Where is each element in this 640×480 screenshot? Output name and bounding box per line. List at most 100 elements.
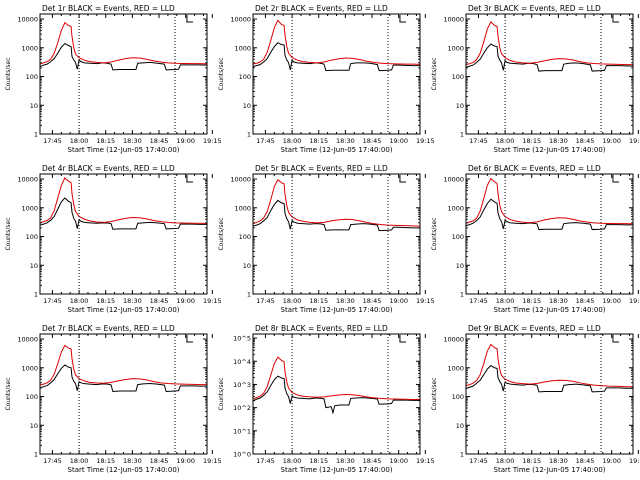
- lld-series-line: [40, 21, 207, 65]
- x-axis-label: Start Time (12-Jun-05 17:40:00): [68, 146, 180, 154]
- y-tick-label: 1000: [447, 204, 464, 212]
- corner-marker: [612, 175, 619, 183]
- x-tick-label: 18:30: [123, 457, 142, 465]
- y-tick-label: 10: [30, 102, 38, 110]
- lld-series-line: [466, 20, 633, 66]
- y-tick-label: 1: [34, 291, 38, 299]
- chart-title: Det 3r BLACK = Events, RED = LLD: [468, 4, 601, 13]
- x-tick-label: 18:00: [70, 137, 89, 145]
- corner-marker: [399, 335, 406, 343]
- y-tick-label: 100: [452, 73, 464, 81]
- y-tick-label: 1000: [21, 364, 38, 372]
- corner-marker: [186, 175, 193, 183]
- detector-panel: Det 1r BLACK = Events, RED = LLD 17:45 18:…: [0, 0, 222, 160]
- y-tick-label: 10000: [17, 336, 38, 344]
- y-tick-label: 10: [456, 102, 464, 110]
- x-tick-label: 18:15: [309, 457, 328, 465]
- x-tick-label: 18:30: [336, 457, 355, 465]
- x-tick-label: 19:00: [389, 297, 408, 305]
- x-axis-label: Start Time (12-Jun-05 17:40:00): [494, 466, 606, 474]
- x-tick-label: 19:15: [203, 137, 222, 145]
- events-series-line: [466, 198, 633, 231]
- detector-chart: Det 3r BLACK = Events, RED = LLD 17:45 18:…: [431, 4, 640, 154]
- x-tick-label: 17:45: [43, 137, 62, 145]
- x-tick-label: 18:45: [576, 137, 595, 145]
- y-tick-label: 1000: [234, 204, 251, 212]
- detector-panel: Det 6r BLACK = Events, RED = LLD 17:45 18:…: [426, 160, 640, 320]
- y-tick-label: 10000: [443, 336, 464, 344]
- x-tick-label: 19:15: [629, 457, 640, 465]
- x-axis-label: Start Time (12-Jun-05 17:40:00): [281, 146, 393, 154]
- y-tick-label: 1: [34, 451, 38, 459]
- chart-title: Det 8r BLACK = Events, RED = LLD: [255, 324, 388, 333]
- y-tick-label: 10: [30, 262, 38, 270]
- x-tick-label: 19:00: [602, 137, 621, 145]
- x-tick-label: 18:15: [96, 457, 115, 465]
- x-tick-label: 19:00: [176, 137, 195, 145]
- x-tick-label: 17:45: [43, 457, 62, 465]
- x-tick-label: 19:15: [203, 457, 222, 465]
- lld-series-line: [253, 356, 420, 400]
- x-tick-label: 18:15: [309, 297, 328, 305]
- x-tick-label: 18:15: [96, 297, 115, 305]
- detector-chart: Det 6r BLACK = Events, RED = LLD 17:45 18:…: [431, 164, 640, 314]
- y-axis-label: Counts/sec: [431, 57, 438, 90]
- x-axis-label: Start Time (12-Jun-05 17:40:00): [281, 466, 393, 474]
- detector-chart: Det 5r BLACK = Events, RED = LLD 17:45 18:…: [218, 164, 435, 314]
- x-tick-label: 19:00: [602, 457, 621, 465]
- y-tick-label: 100: [452, 233, 464, 241]
- corner-marker: [399, 15, 406, 23]
- detector-panel: Det 7r BLACK = Events, RED = LLD 17:45 18:…: [0, 320, 222, 480]
- plot-frame: [252, 13, 421, 135]
- x-tick-label: 19:15: [629, 137, 640, 145]
- x-tick-label: 18:45: [363, 457, 382, 465]
- plot-frame: [39, 333, 208, 455]
- detector-panel: Det 8r BLACK = Events, RED = LLD 17:45 18:…: [213, 320, 435, 480]
- detector-panel: Det 5r BLACK = Events, RED = LLD 17:45 18:…: [213, 160, 435, 320]
- lld-series-line: [466, 343, 633, 388]
- x-tick-label: 19:00: [176, 457, 195, 465]
- x-tick-label: 19:15: [416, 297, 435, 305]
- plot-frame: [465, 333, 634, 455]
- y-tick-label: 100: [452, 393, 464, 401]
- x-tick-label: 17:45: [256, 137, 275, 145]
- chart-title: Det 7r BLACK = Events, RED = LLD: [42, 324, 175, 333]
- chart-title: Det 2r BLACK = Events, RED = LLD: [255, 4, 388, 13]
- x-tick-label: 19:00: [176, 297, 195, 305]
- x-tick-label: 18:15: [309, 137, 328, 145]
- x-axis-label: Start Time (12-Jun-05 17:40:00): [68, 306, 180, 314]
- y-axis-label: Counts/sec: [5, 57, 12, 90]
- x-tick-label: 18:00: [283, 457, 302, 465]
- x-tick-label: 18:45: [363, 297, 382, 305]
- x-tick-label: 18:45: [150, 457, 169, 465]
- events-series-line: [253, 375, 420, 415]
- detector-chart: Det 2r BLACK = Events, RED = LLD 17:45 18:…: [218, 4, 435, 154]
- x-tick-label: 18:00: [283, 297, 302, 305]
- y-tick-label: 10^1: [233, 427, 251, 435]
- y-tick-label: 10000: [443, 16, 464, 24]
- y-tick-label: 1: [247, 131, 251, 139]
- lld-series-line: [40, 344, 207, 386]
- x-tick-label: 19:15: [629, 297, 640, 305]
- chart-title: Det 1r BLACK = Events, RED = LLD: [42, 4, 175, 13]
- y-tick-label: 1: [34, 131, 38, 139]
- y-tick-label: 1000: [21, 204, 38, 212]
- x-tick-label: 17:45: [469, 297, 488, 305]
- corner-marker: [186, 15, 193, 23]
- x-tick-label: 18:00: [70, 297, 89, 305]
- x-tick-label: 18:00: [70, 457, 89, 465]
- y-tick-label: 10^5: [233, 335, 251, 343]
- detector-chart: Det 7r BLACK = Events, RED = LLD 17:45 18:…: [5, 324, 222, 474]
- y-axis-label: Counts/sec: [431, 377, 438, 410]
- x-tick-label: 19:15: [203, 297, 222, 305]
- x-tick-label: 19:00: [389, 457, 408, 465]
- x-axis-label: Start Time (12-Jun-05 17:40:00): [68, 466, 180, 474]
- x-tick-label: 19:15: [416, 137, 435, 145]
- y-tick-label: 10000: [230, 176, 251, 184]
- y-tick-label: 100: [26, 393, 38, 401]
- lld-series-line: [466, 177, 633, 225]
- y-tick-label: 1: [247, 291, 251, 299]
- y-axis-label: Counts/sec: [218, 57, 225, 90]
- detector-chart: Det 1r BLACK = Events, RED = LLD 17:45 18:…: [5, 4, 222, 154]
- y-tick-label: 10: [456, 422, 464, 430]
